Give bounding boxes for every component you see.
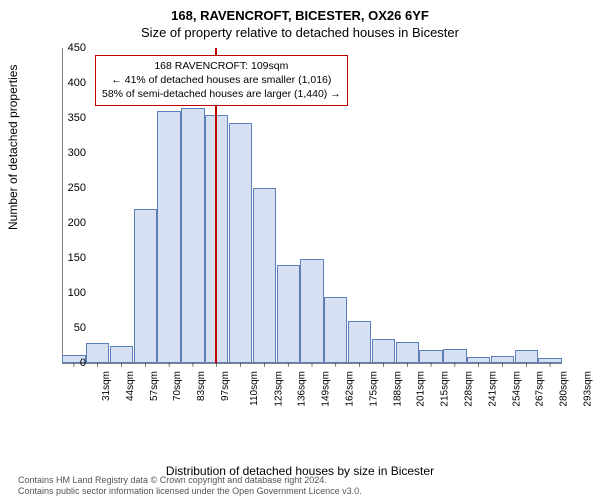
- chart-title-main: 168, RAVENCROFT, BICESTER, OX26 6YF: [0, 0, 600, 23]
- histogram-bar: [110, 346, 133, 364]
- histogram-bar: [300, 259, 323, 363]
- legend-line-3: 58% of semi-detached houses are larger (…: [102, 87, 341, 101]
- y-tick-label: 400: [56, 77, 86, 89]
- y-tick-label: 450: [56, 42, 86, 54]
- x-tick-label: 97sqm: [220, 371, 231, 401]
- y-tick-label: 150: [56, 252, 86, 264]
- histogram-bar: [229, 123, 252, 363]
- y-tick-label: 300: [56, 147, 86, 159]
- y-tick-label: 50: [56, 322, 86, 334]
- histogram-bar: [443, 349, 466, 363]
- histogram-bar: [396, 342, 419, 363]
- histogram-bar: [157, 111, 180, 363]
- x-tick-label: 254sqm: [511, 371, 522, 407]
- histogram-bar: [253, 188, 276, 363]
- histogram-bar: [491, 356, 514, 363]
- x-tick-label: 149sqm: [321, 371, 332, 407]
- x-tick-label: 70sqm: [172, 371, 183, 401]
- x-tick-label: 123sqm: [273, 371, 284, 407]
- x-tick-label: 280sqm: [559, 371, 570, 407]
- y-axis-label: Number of detached properties: [6, 65, 20, 230]
- y-tick-label: 0: [56, 357, 86, 369]
- attribution-text: Contains HM Land Registry data © Crown c…: [18, 475, 362, 497]
- x-tick-label: 162sqm: [345, 371, 356, 407]
- histogram-bar: [324, 297, 347, 364]
- y-tick-label: 250: [56, 182, 86, 194]
- x-tick-label: 110sqm: [249, 371, 260, 406]
- histogram-bar: [277, 265, 300, 363]
- legend-line-1: 168 RAVENCROFT: 109sqm: [102, 59, 341, 73]
- histogram-bar: [181, 108, 204, 364]
- attribution-line-1: Contains HM Land Registry data © Crown c…: [18, 475, 362, 486]
- x-tick-label: 201sqm: [416, 371, 427, 407]
- x-tick-label: 228sqm: [464, 371, 475, 407]
- histogram-bar: [348, 321, 371, 363]
- y-tick-label: 350: [56, 112, 86, 124]
- y-tick-label: 100: [56, 287, 86, 299]
- x-tick-label: 241sqm: [487, 371, 498, 407]
- histogram-bar: [134, 209, 157, 363]
- histogram-bar: [467, 357, 490, 363]
- histogram-bar: [419, 350, 442, 363]
- x-tick-label: 293sqm: [583, 371, 594, 407]
- marker-legend-box: 168 RAVENCROFT: 109sqm ← 41% of detached…: [95, 55, 348, 106]
- x-tick-label: 267sqm: [535, 371, 546, 407]
- attribution-line-2: Contains public sector information licen…: [18, 486, 362, 497]
- histogram-bar: [515, 350, 538, 363]
- x-tick-label: 31sqm: [101, 371, 112, 401]
- chart-title-sub: Size of property relative to detached ho…: [0, 23, 600, 40]
- x-tick-label: 175sqm: [368, 371, 379, 407]
- histogram-bar: [372, 339, 395, 364]
- x-tick-label: 83sqm: [196, 371, 207, 401]
- x-tick-label: 136sqm: [297, 371, 308, 407]
- x-tick-label: 44sqm: [125, 371, 136, 401]
- histogram-bar: [538, 358, 561, 363]
- x-tick-label: 215sqm: [440, 371, 451, 407]
- x-tick-label: 57sqm: [149, 371, 160, 401]
- legend-line-2: ← 41% of detached houses are smaller (1,…: [102, 73, 341, 87]
- histogram-bar: [86, 343, 109, 363]
- y-tick-label: 200: [56, 217, 86, 229]
- x-tick-label: 188sqm: [392, 371, 403, 407]
